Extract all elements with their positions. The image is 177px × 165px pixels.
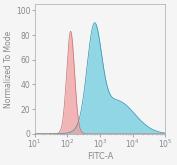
X-axis label: FITC-A: FITC-A (87, 152, 113, 161)
Y-axis label: Normalized To Mode: Normalized To Mode (4, 30, 13, 108)
